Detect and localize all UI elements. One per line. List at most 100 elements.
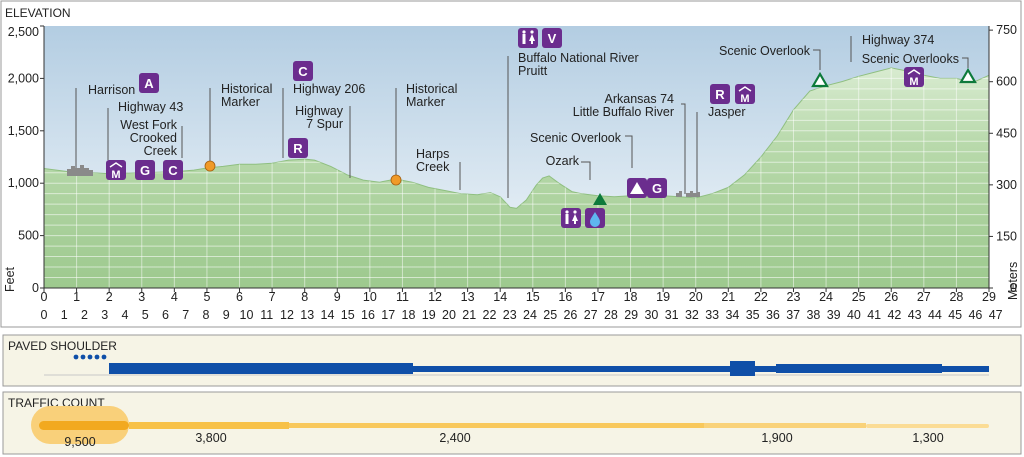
traffic-value-2: 3,800: [195, 431, 226, 445]
svg-text:A: A: [144, 76, 154, 91]
svg-text:R: R: [715, 87, 725, 102]
badge-groceries-1: G: [135, 160, 155, 180]
label-harps-creek-b: Creek: [416, 160, 450, 174]
label-pruitt: Pruitt: [518, 64, 548, 78]
km-tick-label: 25: [543, 308, 557, 322]
km-tick-label: 24: [523, 308, 537, 322]
ozark-camping-triangle-icon: [593, 193, 607, 205]
km-tick-label: 13: [300, 308, 314, 322]
mile-tick-label: 4: [171, 290, 178, 304]
mile-tick-label: 13: [461, 290, 475, 304]
label-west-fork-2: Crooked: [130, 131, 177, 145]
label-little-buffalo-river: Little Buffalo River: [573, 105, 674, 119]
town-ozark-icon: [676, 191, 682, 197]
km-tick-label: 31: [665, 308, 679, 322]
paved-shoulder-wide-2: [730, 361, 755, 376]
label-scenic-overlooks: Scenic Overlooks: [862, 52, 959, 66]
badge-museum-2-icon: M: [735, 84, 755, 105]
label-harrison: Harrison: [88, 83, 135, 97]
feet-tick-label: 2,000: [8, 71, 39, 85]
mile-tick-label: 22: [754, 290, 768, 304]
km-tick-label: 7: [182, 308, 189, 322]
km-tick-label: 45: [948, 308, 962, 322]
label-historical-marker-1b: Marker: [221, 95, 260, 109]
traffic-segment-3: [289, 423, 704, 428]
terrain-fill: [44, 67, 989, 288]
leader-lines: [75, 36, 969, 198]
km-tick-label: 15: [341, 308, 355, 322]
feet-tick-label: 2,500: [8, 25, 39, 39]
paved-shoulder-narrow-2: [755, 366, 776, 372]
km-tick-label: 16: [361, 308, 375, 322]
mile-tick-label: 23: [787, 290, 801, 304]
mile-tick-label: 24: [819, 290, 833, 304]
km-tick-label: 4: [122, 308, 129, 322]
mile-tick-label: 11: [396, 290, 409, 304]
mile-tick-label: 2: [106, 290, 113, 304]
km-tick-label: 30: [644, 308, 658, 322]
scenic-overlook-triangle-2-icon: [959, 67, 977, 84]
km-tick-label: 34: [725, 308, 739, 322]
y-axis-left-label: Feet: [3, 266, 17, 292]
y-axis-right-label: Meters: [1006, 262, 1020, 300]
label-highway-206: Highway 206: [293, 82, 365, 96]
svg-text:C: C: [168, 163, 178, 178]
mile-tick-label: 12: [428, 290, 442, 304]
km-tick-label: 46: [968, 308, 982, 322]
label-historical-marker-2a: Historical: [406, 82, 457, 96]
km-tick-label: 38: [806, 308, 820, 322]
badge-restaurant-1: R: [288, 138, 308, 158]
label-highway-7-spur-b: 7 Spur: [306, 117, 343, 131]
mile-tick-label: 14: [493, 290, 507, 304]
mile-tick-group: 0 1 2 3 4 5 6 7 8 9 10 11 12 13 14 15 16 17 18 19 20 21 22 23 24…: [41, 288, 996, 304]
km-tick-label: 22: [483, 308, 497, 322]
traffic-segment-4: [704, 423, 866, 428]
mile-tick-label: 16: [558, 290, 572, 304]
label-highway-374: Highway 374: [862, 33, 934, 47]
km-tick-label: 44: [928, 308, 942, 322]
km-tick-label: 18: [402, 308, 416, 322]
traffic-segment-1: [39, 421, 129, 430]
meter-tick-group: 0 150 300 450 600 750: [989, 23, 1017, 295]
km-tick-label: 0: [41, 308, 48, 322]
mile-tick-label: 21: [721, 290, 735, 304]
badge-water-icon: [585, 208, 605, 228]
traffic-value-5: 1,300: [912, 431, 943, 445]
feet-tick-group: 0 500 1,000 1,500 2,000 2,500: [8, 25, 44, 295]
paved-shoulder-panel: [2, 334, 1022, 387]
km-tick-label: 32: [685, 308, 699, 322]
badge-museum-3-icon: M: [904, 67, 924, 88]
km-tick-label: 11: [260, 308, 273, 322]
km-tick-label: 6: [162, 308, 169, 322]
label-scenic-overlook-1: Scenic Overlook: [530, 131, 622, 145]
badge-restrooms-1-icon: [518, 28, 538, 48]
paved-shoulder-wide-1: [109, 363, 413, 374]
km-tick-label: 40: [847, 308, 861, 322]
km-tick-label: 37: [786, 308, 800, 322]
km-tick-label: 43: [908, 308, 922, 322]
label-arkansas-74: Arkansas 74: [605, 92, 675, 106]
km-tick-label: 23: [503, 308, 517, 322]
label-highway-43: Highway 43: [118, 100, 183, 114]
badge-camping-2: C: [293, 61, 313, 81]
paved-shoulder-wide-3: [776, 364, 942, 373]
feet-tick-label: 1,000: [8, 176, 39, 190]
label-harps-creek-a: Harps: [416, 147, 449, 161]
mile-tick-label: 5: [203, 290, 210, 304]
traffic-segment-2: [129, 422, 289, 429]
label-highway-7-spur-a: Highway: [295, 104, 344, 118]
badge-camping-tent-icon: [627, 178, 647, 198]
km-tick-label: 5: [142, 308, 149, 322]
km-tick-label: 47: [989, 308, 1003, 322]
traffic-segment-5: [866, 424, 989, 428]
traffic-value-4: 1,900: [761, 431, 792, 445]
badge-restaurant-2: R: [710, 84, 730, 104]
paved-shoulder-dots: [73, 354, 107, 360]
mile-tick-label: 0: [41, 290, 48, 304]
mile-tick-label: 29: [982, 290, 996, 304]
mile-tick-label: 27: [917, 290, 931, 304]
scenic-overlook-triangle-1-icon: [811, 71, 829, 88]
svg-text:G: G: [140, 163, 150, 178]
km-tick-group: 0 1 2 3 4 5 6 7 8 9 10 11 12 13 14 15 16 17 18 19 20 21 22 23 24…: [41, 308, 1003, 322]
traffic-value-3: 2,400: [439, 431, 470, 445]
